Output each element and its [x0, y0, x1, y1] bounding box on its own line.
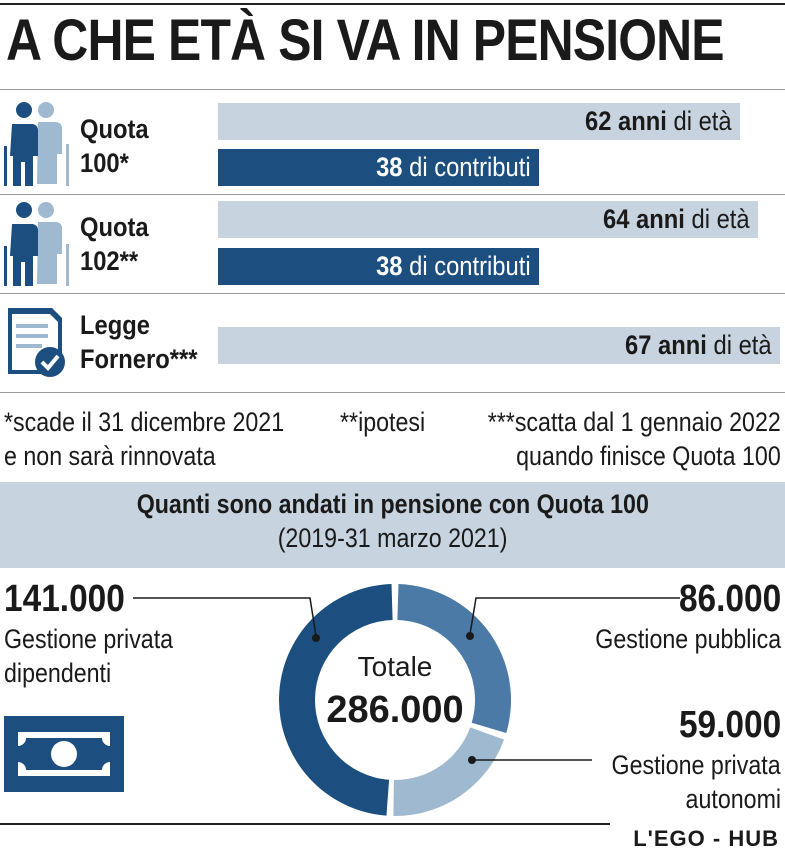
- age-bar: 67 anni di età: [218, 327, 780, 364]
- segment-value-private-employees: 141.000: [4, 578, 125, 620]
- note-quota-100-line1: *scade il 31 dicembre 2021: [4, 407, 285, 437]
- divider: [0, 293, 785, 294]
- donut-header-band: [0, 482, 785, 568]
- elderly-couple-icon: [4, 102, 69, 186]
- age-suffix: di età: [685, 204, 750, 234]
- age-bar: 62 anni di età: [218, 103, 740, 140]
- donut-chart: Totale 286.000: [279, 584, 511, 816]
- donut-center-label: Totale: [358, 651, 433, 682]
- segment-value-self-employed: 59.000: [678, 704, 781, 746]
- contributions-bar: 38 di contributi: [218, 248, 539, 285]
- rule-label-line1: Quota: [80, 114, 149, 144]
- note-fornero-line1: ***scatta dal 1 gennaio 2022: [487, 407, 781, 437]
- age-bar: 64 anni di età: [218, 201, 758, 238]
- document-check-icon: [8, 308, 65, 377]
- leader-lines: [133, 597, 680, 764]
- donut-subtitle: (2019-31 marzo 2021): [277, 523, 508, 553]
- donut-title: Quanti sono andati in pensione con Quota…: [136, 489, 649, 519]
- bottom-rule: [0, 823, 610, 825]
- rule-label-line2: 102**: [80, 246, 139, 276]
- contributions-value: 38: [376, 152, 403, 182]
- segment-value-public: 86.000: [678, 578, 781, 620]
- segment-label-self-employed-line2: autonomi: [685, 784, 781, 814]
- page-title: A CHE ETÀ SI VA IN PENSIONE: [6, 8, 725, 73]
- top-rule: [0, 3, 785, 5]
- rule-label-line2: Fornero***: [80, 344, 198, 374]
- age-value: 64 anni: [603, 204, 686, 234]
- segment-label-self-employed-line1: Gestione privata: [611, 750, 781, 780]
- donut-segment-self-employed: [393, 727, 505, 816]
- note-quota-102: **ipotesi: [340, 407, 426, 437]
- segment-label-private-employees-line1: Gestione privata: [4, 624, 174, 654]
- age-value: 62 anni: [585, 106, 668, 136]
- credit: L'EGO - HUB: [633, 826, 779, 851]
- contributions-suffix: di contributi: [402, 251, 531, 281]
- elderly-couple-icon: [4, 202, 69, 286]
- segment-label-public: Gestione pubblica: [595, 624, 781, 654]
- rule-label-line2: 100*: [80, 148, 129, 178]
- divider: [0, 89, 785, 90]
- contributions-suffix: di contributi: [402, 152, 531, 182]
- contributions-value: 38: [376, 251, 403, 281]
- contributions-bar: 38 di contributi: [218, 149, 539, 186]
- age-suffix: di età: [707, 330, 772, 360]
- donut-segment-private-employees: [279, 584, 393, 816]
- divider: [0, 194, 785, 195]
- age-value: 67 anni: [625, 330, 708, 360]
- rule-label-line1: Quota: [80, 212, 149, 242]
- donut-segment-public: [397, 584, 511, 734]
- segment-label-private-employees-line2: dipendenti: [4, 658, 112, 688]
- divider: [0, 392, 785, 393]
- banknote-icon: [4, 716, 124, 792]
- note-fornero-line2: quando finisce Quota 100: [516, 441, 781, 471]
- age-suffix: di età: [667, 106, 732, 136]
- donut-center-value: 286.000: [326, 689, 463, 731]
- rule-label-line1: Legge: [80, 310, 150, 340]
- note-quota-100-line2: e non sarà rinnovata: [4, 441, 216, 471]
